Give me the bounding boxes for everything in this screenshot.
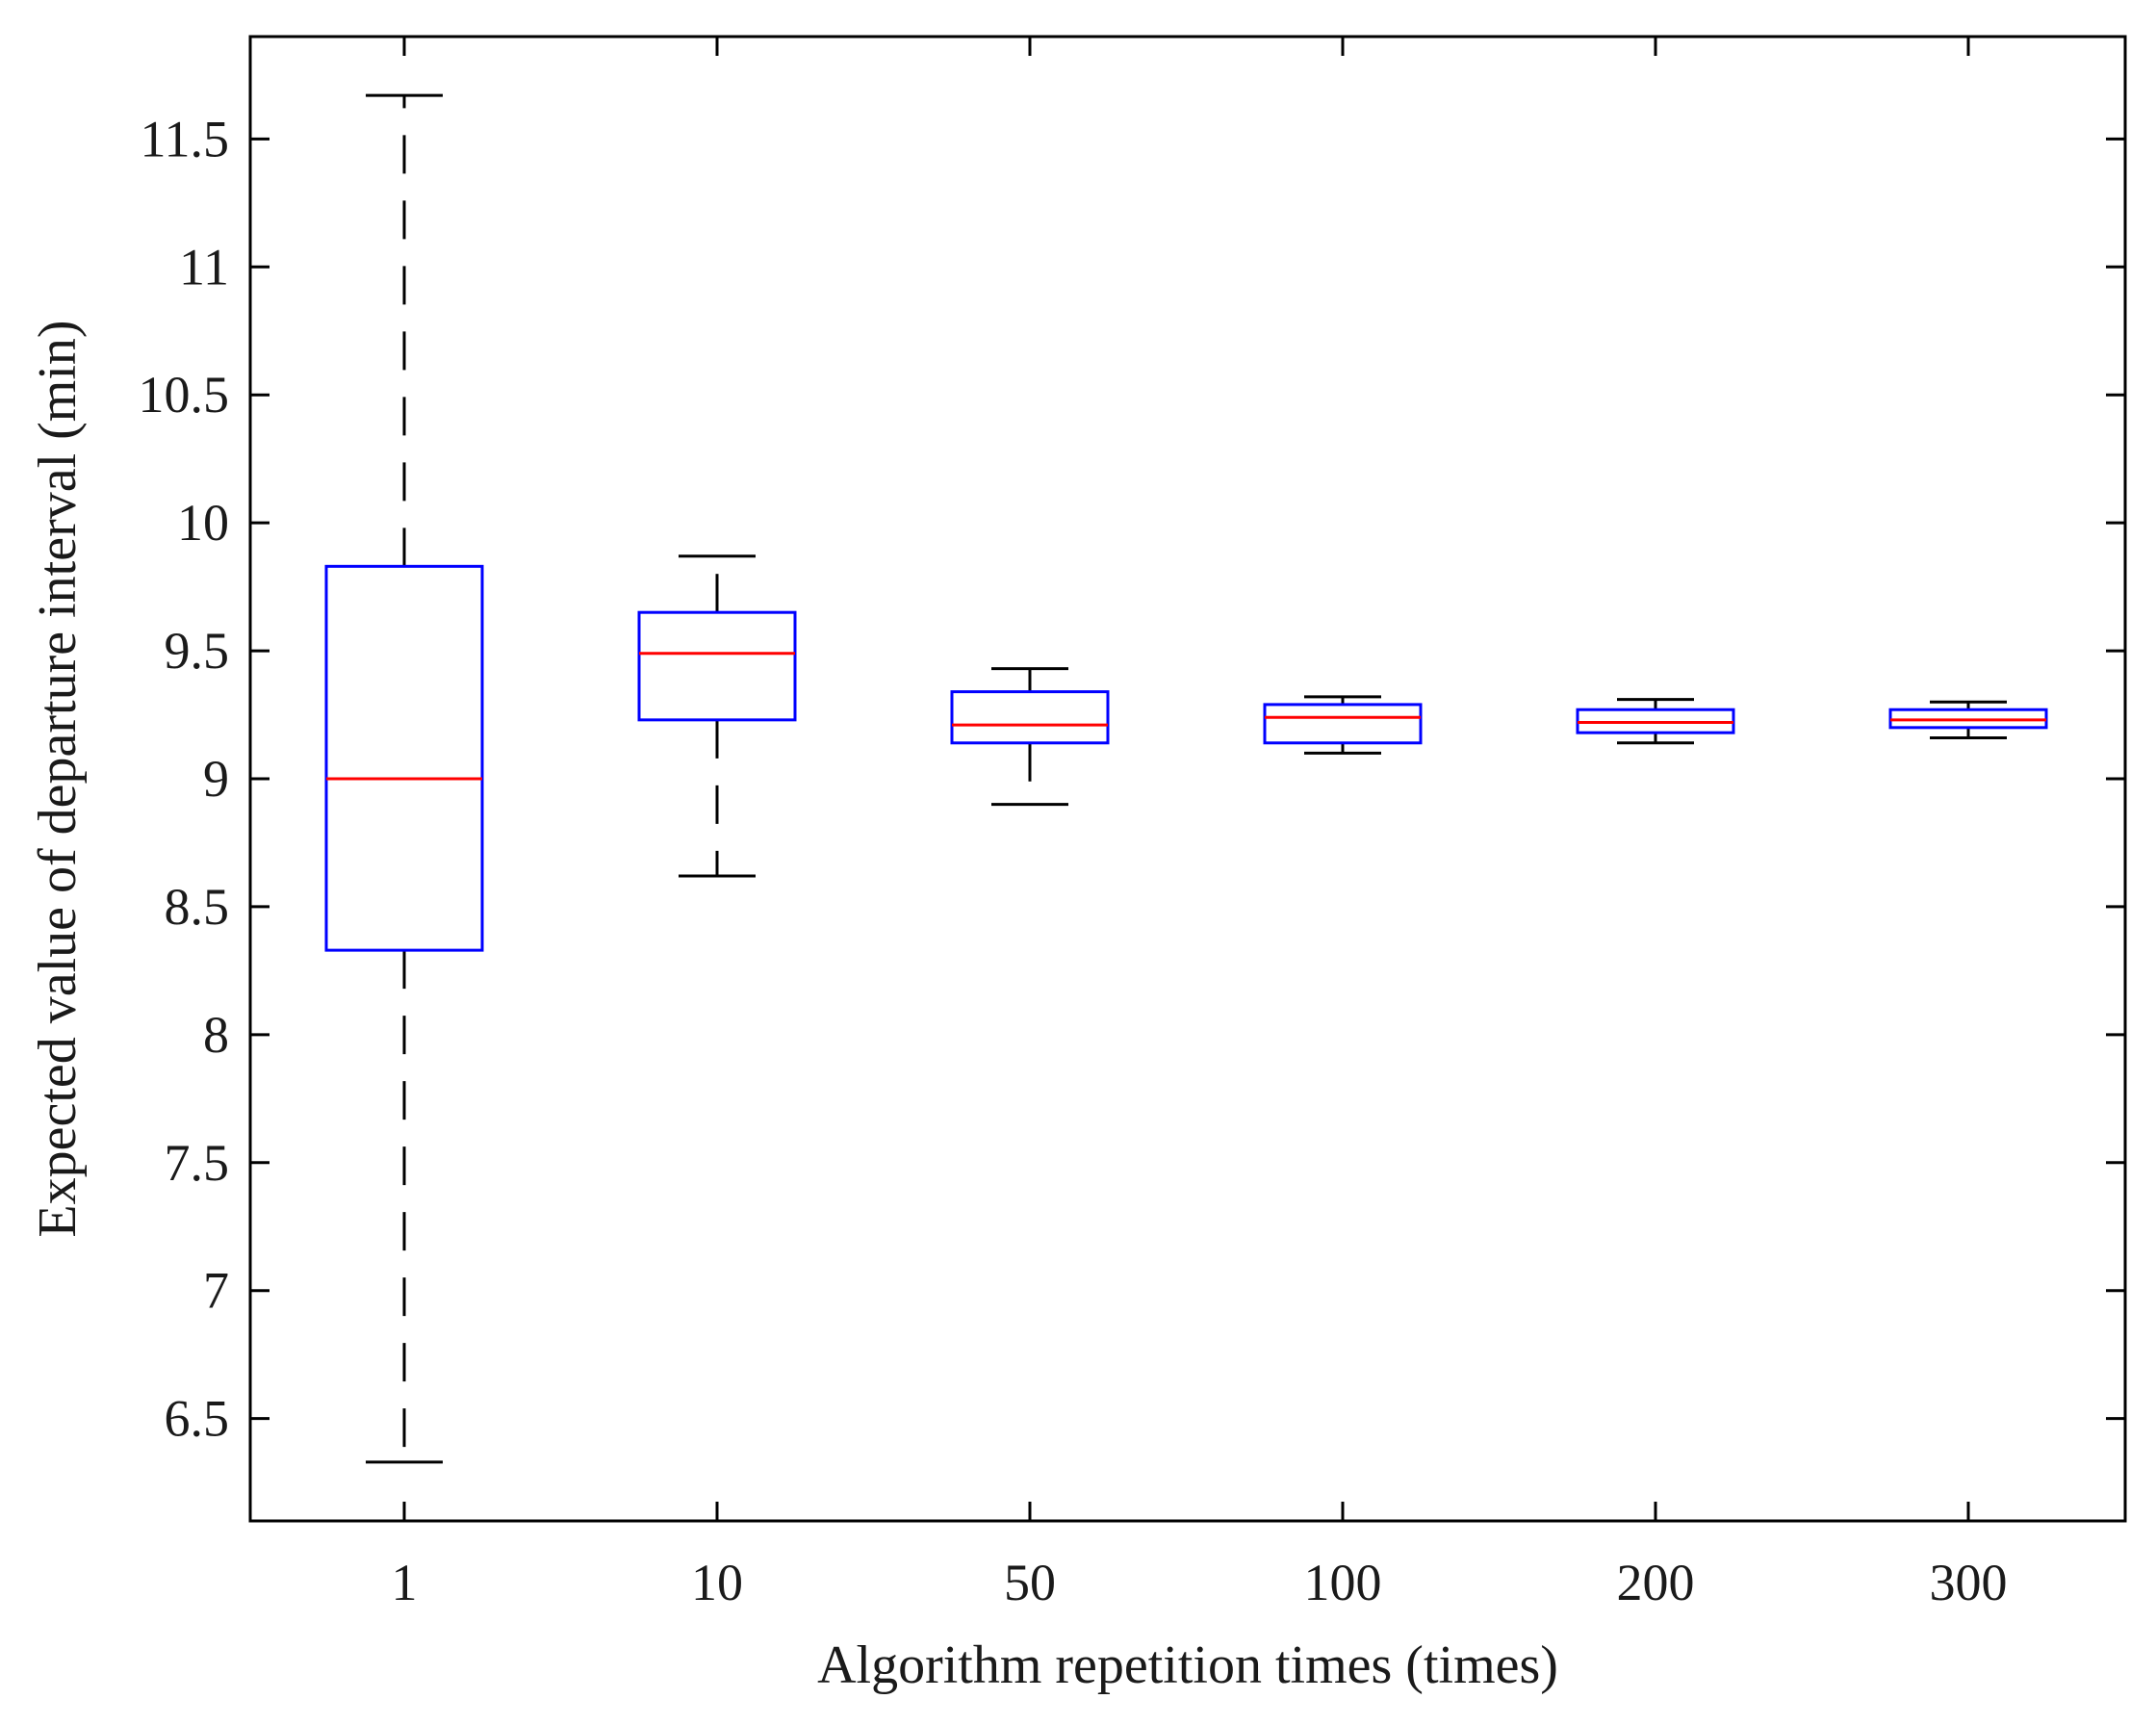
x-tick-label: 100 [1304, 1554, 1382, 1611]
y-tick-label: 10 [177, 494, 229, 552]
iqr-box [1263, 703, 1423, 745]
y-tick-label: 8 [203, 1006, 229, 1064]
iqr-box [950, 690, 1110, 745]
x-axis-label: Algorithm repetition times (times) [817, 1635, 1558, 1695]
y-tick-label: 11.5 [141, 110, 230, 167]
iqr-box [637, 610, 797, 722]
y-tick-label: 7.5 [165, 1134, 230, 1192]
x-tick-label: 300 [1930, 1554, 2008, 1611]
plot-frame [248, 35, 2127, 1523]
plot-marks [324, 93, 2048, 1464]
x-tick-label: 10 [691, 1554, 743, 1611]
y-tick-label: 8.5 [165, 878, 230, 936]
y-tick-label: 9 [203, 750, 229, 808]
x-tick-label: 1 [392, 1554, 418, 1611]
x-tick-label: 200 [1617, 1554, 1695, 1611]
y-axis-label: Expected value of departure interval (mi… [28, 320, 88, 1237]
x-tick-label: 50 [1004, 1554, 1056, 1611]
iqr-box [324, 564, 484, 952]
y-tick-label: 6.5 [165, 1390, 230, 1448]
y-tick-label: 7 [203, 1262, 229, 1320]
y-tick-label: 9.5 [165, 622, 230, 680]
axis-ticks: 6.5 7 7.5 8 8.5 9 9.5 10 10.5 11 11.5 1 10 50 100 200 30… [139, 37, 2125, 1611]
y-tick-label: 10.5 [139, 366, 230, 424]
y-tick-label: 11 [179, 238, 229, 296]
